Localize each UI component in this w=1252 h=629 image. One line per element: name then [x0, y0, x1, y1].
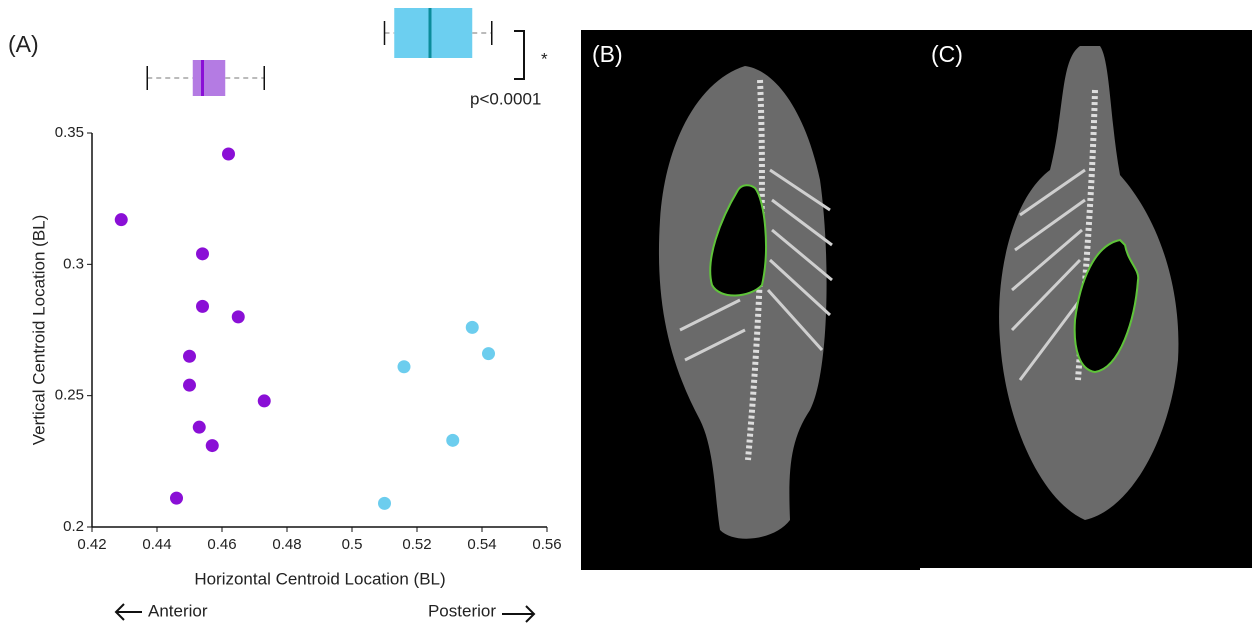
direction-label: Posterior [428, 601, 496, 620]
x-tick-label: 0.46 [207, 536, 236, 553]
point [196, 299, 209, 313]
point [397, 360, 411, 374]
point [183, 349, 196, 363]
point [114, 213, 128, 227]
ct-image-c [920, 30, 1252, 568]
significance-star: * [541, 49, 548, 68]
y-tick-label: 0.3 [63, 255, 84, 272]
x-tick-label: 0.56 [532, 536, 561, 553]
point [192, 420, 206, 434]
direction-arrows [114, 603, 536, 623]
x-tick-label: 0.54 [467, 536, 496, 553]
ct-image-b [581, 30, 920, 570]
y-tick-label: 0.25 [55, 387, 84, 404]
point [231, 310, 245, 324]
p-value: p<0.0001 [470, 89, 541, 108]
x-tick-label: 0.48 [272, 536, 301, 553]
point [446, 433, 460, 447]
significance-bracket [514, 30, 525, 80]
panel-label: (C) [931, 41, 963, 67]
x-tick-label: 0.44 [142, 536, 171, 553]
y-tick-label: 0.2 [63, 518, 84, 535]
panel-label: (B) [592, 41, 623, 67]
box [394, 8, 473, 58]
point [205, 439, 219, 453]
y-tick-label: 0.35 [55, 124, 84, 141]
point [170, 491, 183, 505]
panel-label: (A) [8, 31, 39, 57]
point [482, 347, 495, 361]
box [192, 60, 226, 96]
point [465, 320, 479, 334]
y-axis-label: Vertical Centroid Location (BL) [29, 215, 48, 446]
x-tick-label: 0.5 [342, 536, 363, 553]
point [183, 378, 196, 392]
x-axis-label: Horizontal Centroid Location (BL) [194, 569, 445, 588]
point [257, 394, 271, 408]
point [378, 496, 391, 510]
point [196, 247, 209, 261]
direction-label: Anterior [148, 601, 208, 620]
point [222, 147, 235, 161]
x-tick-label: 0.42 [77, 536, 106, 553]
x-tick-label: 0.52 [402, 536, 431, 553]
